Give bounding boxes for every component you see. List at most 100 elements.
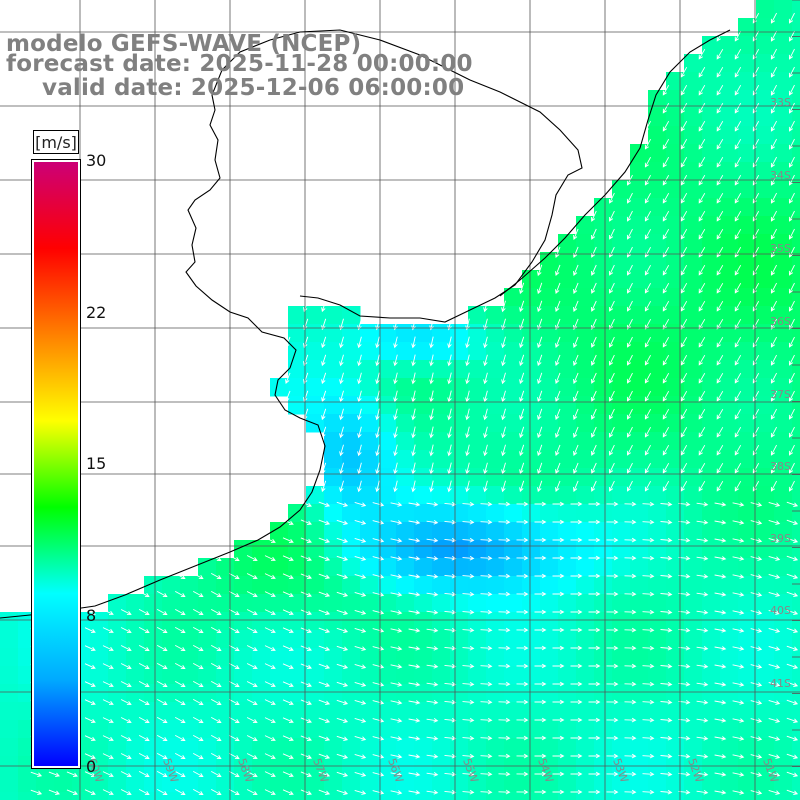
wind-arrow (570, 789, 583, 795)
field-cell (558, 450, 577, 469)
field-cell (288, 774, 307, 793)
wind-arrow (264, 537, 276, 544)
wind-arrow (642, 735, 655, 741)
wind-arrow (516, 609, 529, 615)
field-cell (432, 720, 451, 739)
wind-arrow (465, 408, 470, 421)
field-cell (432, 594, 451, 613)
field-cell (522, 594, 541, 613)
latitude-label: 40S (770, 604, 791, 617)
wind-arrow (516, 681, 529, 687)
wind-arrow (357, 408, 362, 421)
wind-arrow (516, 501, 529, 507)
wind-arrow (462, 753, 475, 759)
field-cell (648, 504, 667, 523)
field-cell (576, 774, 595, 793)
field-cell (432, 396, 451, 415)
field-cell (630, 792, 649, 800)
field-cell (522, 396, 541, 415)
field-cell (684, 648, 703, 667)
field-cell (558, 666, 577, 685)
wind-arrow (300, 591, 312, 597)
field-cell (792, 630, 800, 649)
field-cell (630, 306, 649, 325)
wind-arrow (624, 645, 637, 651)
wind-arrow (552, 519, 565, 525)
wind-arrow (357, 336, 362, 349)
field-cell (558, 234, 577, 253)
field-cell (504, 324, 523, 343)
wind-arrow (483, 426, 488, 439)
field-cell (414, 702, 433, 721)
field-cell (486, 324, 505, 343)
wind-arrow (300, 645, 312, 651)
field-cell (666, 756, 685, 775)
field-cell (36, 792, 55, 800)
field-cell (288, 522, 307, 541)
wind-arrow (662, 462, 670, 474)
field-cell (396, 720, 415, 739)
field-cell (162, 684, 181, 703)
wind-arrow (534, 573, 547, 579)
field-cell (576, 468, 595, 487)
field-cell (306, 324, 325, 343)
field-cell (306, 684, 325, 703)
field-cell (540, 342, 559, 361)
field-cell (522, 450, 541, 469)
field-cell (288, 756, 307, 775)
field-cell (288, 630, 307, 649)
field-cell (270, 558, 289, 577)
wind-arrow (573, 336, 579, 348)
field-cell (198, 684, 217, 703)
wind-arrow (372, 736, 385, 741)
field-cell (288, 576, 307, 595)
wind-arrow (552, 555, 565, 561)
field-cell (432, 576, 451, 595)
field-cell (450, 792, 469, 800)
field-cell (252, 738, 271, 757)
field-cell (540, 756, 559, 775)
wind-arrow (285, 390, 291, 402)
wind-arrow (339, 372, 344, 385)
wind-arrow (498, 681, 511, 687)
field-cell (738, 36, 757, 55)
field-cell (792, 324, 800, 343)
latitude-label: 36S (770, 315, 791, 328)
wind-arrow (426, 556, 439, 561)
field-cell (684, 774, 703, 793)
wind-arrow (768, 753, 781, 759)
field-cell (594, 252, 613, 271)
field-cell (612, 342, 631, 361)
field-cell (792, 486, 800, 505)
field-cell (486, 396, 505, 415)
wind-arrow (390, 790, 403, 795)
field-cell (144, 756, 163, 775)
field-cell (306, 360, 325, 379)
field-cell (324, 558, 343, 577)
wind-arrow (606, 627, 619, 633)
field-cell (558, 684, 577, 703)
field-cell (720, 756, 739, 775)
field-cell (648, 774, 667, 793)
wind-arrow (662, 318, 670, 330)
field-cell (144, 792, 163, 800)
field-cell (540, 432, 559, 451)
field-cell (648, 216, 667, 235)
wind-arrow (570, 591, 583, 597)
wind-arrow (608, 372, 615, 384)
wind-arrow (768, 537, 781, 543)
wind-arrow (465, 462, 470, 475)
wind-arrow (573, 390, 579, 402)
field-cell (648, 576, 667, 595)
field-cell (432, 324, 451, 343)
wind-arrow (606, 609, 619, 615)
field-cell (504, 702, 523, 721)
field-cell (612, 198, 631, 217)
field-cell (738, 342, 757, 361)
field-cell (306, 540, 325, 559)
wind-arrow (716, 318, 724, 330)
wind-arrow (138, 735, 150, 742)
wind-arrow (516, 591, 529, 597)
wind-arrow (444, 609, 457, 615)
wind-arrow (336, 663, 349, 669)
